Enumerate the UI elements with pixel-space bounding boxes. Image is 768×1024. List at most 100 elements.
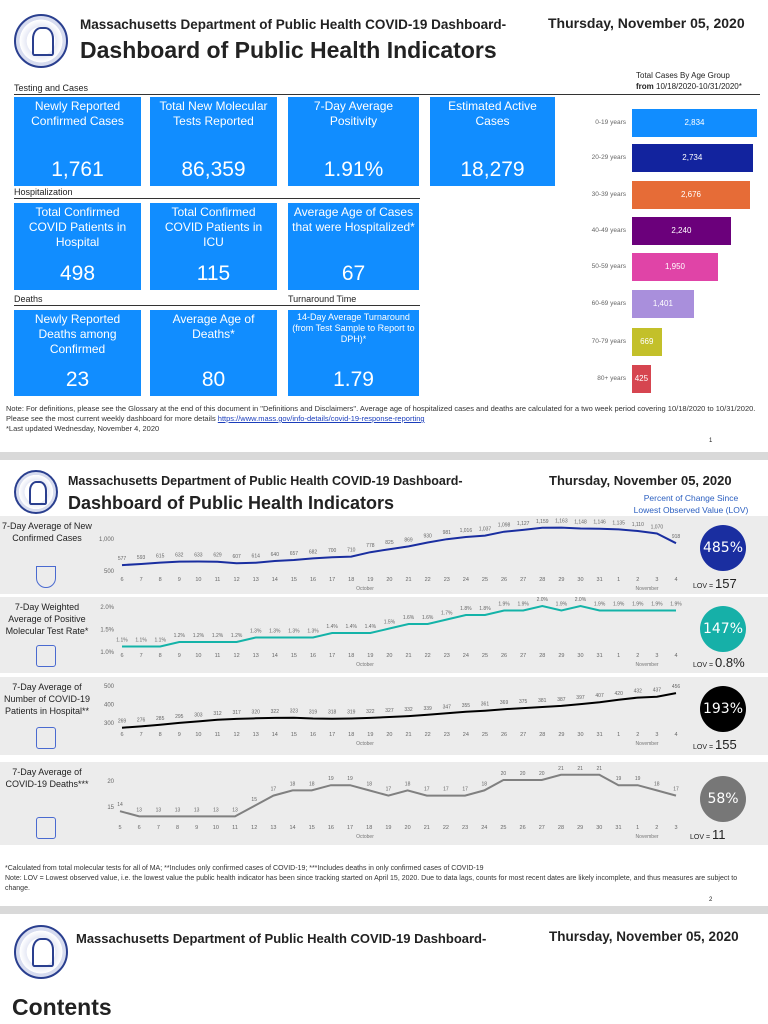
kpi-label: 7-Day Average Positivity — [313, 99, 394, 128]
data-label: 825 — [385, 540, 394, 546]
note-text: Note: For definitions, please see the Gl… — [6, 404, 756, 423]
page-title: Dashboard of Public Health Indicators — [80, 37, 497, 63]
data-label: 577 — [118, 556, 127, 562]
x-tick-label: 2 — [636, 577, 639, 583]
data-label: 1.4% — [346, 624, 358, 630]
y-tick-label: 2.0% — [100, 605, 114, 611]
kpi-value: 18,279 — [460, 158, 525, 181]
x-tick-label: 11 — [215, 653, 221, 659]
data-label: 930 — [423, 533, 432, 539]
x-tick-label: 15 — [309, 825, 315, 831]
data-label: 1,135 — [612, 520, 625, 526]
data-label: 347 — [443, 704, 452, 710]
x-tick-label: 17 — [329, 732, 335, 738]
x-tick-label: 7 — [140, 653, 143, 659]
hospital-icon — [36, 727, 56, 749]
kpi-value: 1.79 — [333, 368, 374, 391]
x-tick-label: 25 — [482, 653, 488, 659]
kpi-label: Average Age of Cases that were Hospitali… — [292, 205, 415, 234]
last-updated: *Last updated Wednesday, November 4, 202… — [6, 424, 160, 433]
age-group-bar: 669 — [632, 328, 662, 356]
x-tick-label: 4 — [674, 577, 677, 583]
x-tick-label: 14 — [272, 732, 278, 738]
data-label: 15 — [251, 797, 257, 803]
x-tick-label: 6 — [120, 732, 123, 738]
x-tick-label: 19 — [367, 732, 373, 738]
data-label: 339 — [423, 706, 432, 712]
y-tick-label: 15 — [107, 805, 114, 811]
x-tick-label: 30 — [577, 732, 583, 738]
data-label: 700 — [328, 548, 337, 554]
data-label: 295 — [175, 714, 184, 720]
data-label: 355 — [462, 703, 471, 709]
kpi-tile: Total Confirmed COVID Patients in Hospit… — [14, 203, 141, 290]
data-label: 17 — [271, 787, 277, 793]
data-label: 593 — [137, 555, 146, 561]
date-range: 10/18/2020-10/31/2020* — [656, 82, 742, 91]
percent-change-circle: 58% — [700, 776, 746, 822]
kpi-tile: Newly Reported Confirmed Cases 1,761 — [14, 97, 141, 186]
x-tick-label: 13 — [253, 577, 259, 583]
percent-change-circle: 485% — [700, 525, 746, 571]
indicator-row: 7-Day Weighted Average of Positive Molec… — [0, 597, 768, 673]
data-label: 19 — [347, 776, 353, 782]
percent-change-circle: 147% — [700, 606, 746, 652]
age-group-bar: 2,834 — [632, 109, 757, 137]
data-label: 13 — [232, 807, 238, 813]
page-number: 1 — [709, 438, 713, 444]
data-label: 1.9% — [613, 602, 625, 608]
kpi-value: 23 — [65, 368, 90, 391]
dashboard-link[interactable]: https://www.mass.gov/info-details/covid-… — [217, 414, 425, 423]
x-tick-label: 31 — [597, 577, 603, 583]
data-label: 17 — [673, 787, 679, 793]
page-title: Dashboard of Public Health Indicators — [68, 493, 395, 513]
data-label: 318 — [328, 710, 337, 716]
data-label: 322 — [271, 709, 280, 715]
x-tick-label: 20 — [405, 825, 411, 831]
data-label: 13 — [136, 807, 142, 813]
x-tick-label: 12 — [234, 653, 240, 659]
x-tick-label: 9 — [195, 825, 198, 831]
x-tick-label: 10 — [195, 732, 201, 738]
x-tick-label: 1 — [617, 732, 620, 738]
x-tick-label: 18 — [348, 653, 354, 659]
x-tick-label: 8 — [159, 653, 162, 659]
data-label: 1,037 — [479, 527, 492, 533]
x-tick-label: 31 — [615, 825, 621, 831]
report-date: Thursday, November 05, 2020 — [548, 15, 745, 31]
y-tick-label: 500 — [104, 684, 115, 690]
age-group-bar: 2,676 — [632, 181, 751, 209]
data-label: 375 — [519, 699, 528, 705]
indicator-label: 7-Day Average of New Confirmed Cases — [2, 521, 92, 543]
data-label: 20 — [539, 771, 545, 777]
x-tick-label: 22 — [443, 825, 449, 831]
kpi-value: 498 — [59, 262, 96, 285]
month-label: November — [635, 662, 658, 668]
x-tick-label: 2 — [655, 825, 658, 831]
x-tick-label: 25 — [500, 825, 506, 831]
data-label: 869 — [404, 537, 413, 543]
section-deaths: Deaths — [14, 294, 43, 304]
data-label: 1.7% — [441, 611, 453, 617]
x-tick-label: 29 — [558, 732, 564, 738]
x-tick-label: 15 — [291, 653, 297, 659]
data-label: 437 — [653, 688, 662, 694]
kpi-label: Newly Reported Confirmed Cases — [31, 99, 124, 128]
data-label: 682 — [309, 549, 318, 555]
percent-change-circle: 193% — [700, 686, 746, 732]
data-label: 1.4% — [365, 624, 377, 630]
data-label: 1.9% — [594, 602, 606, 608]
lov-prefix: LOV = — [693, 583, 714, 590]
data-label: 17 — [424, 787, 430, 793]
page-separator — [0, 906, 768, 914]
kpi-tile: Newly Reported Deaths among Confirmed 23 — [14, 310, 141, 396]
x-tick-label: 10 — [213, 825, 219, 831]
data-label: 14 — [117, 802, 123, 808]
age-group-bar: 1,401 — [632, 290, 694, 318]
x-tick-label: 3 — [674, 825, 677, 831]
data-label: 320 — [252, 709, 261, 715]
kpi-tile: Estimated Active Cases 18,279 — [430, 97, 555, 186]
data-label: 1.5% — [384, 620, 396, 626]
x-tick-label: 11 — [232, 825, 238, 831]
x-tick-label: 24 — [463, 653, 469, 659]
